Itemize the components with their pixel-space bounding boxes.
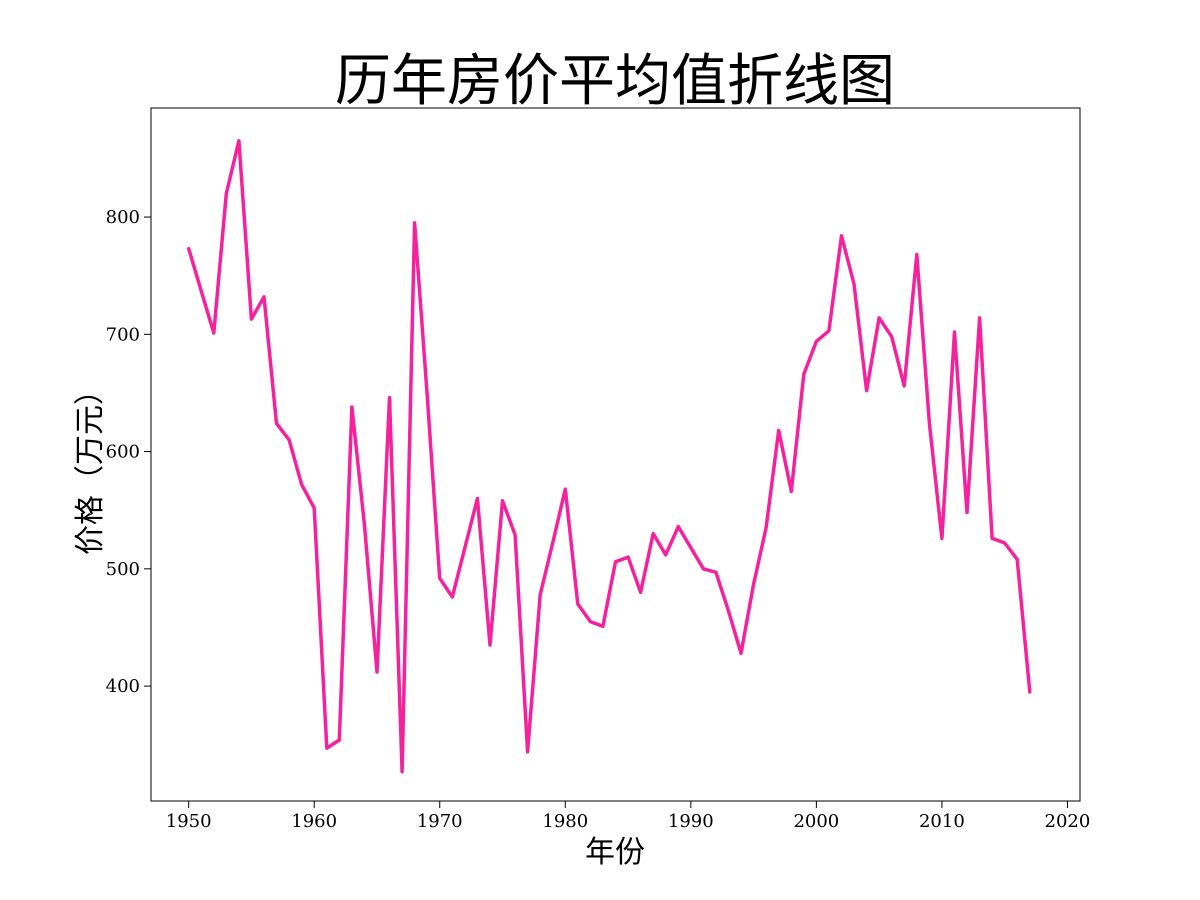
y-tick-label: 400 (106, 676, 140, 697)
x-tick-label: 2010 (919, 811, 965, 832)
x-tick-label: 1980 (542, 811, 588, 832)
y-axis: 400 500 600 700 800 (106, 207, 151, 697)
y-tick-label: 600 (106, 442, 140, 463)
plot-area (150, 107, 1081, 802)
series-group (186, 139, 1032, 774)
y-tick-label: 800 (106, 207, 140, 228)
x-axis-label: 年份 (585, 835, 645, 870)
series-line-0 (186, 139, 1032, 774)
chart-title: 历年房价平均值折线图 (335, 49, 895, 114)
x-tick-label: 1970 (417, 811, 463, 832)
x-tick-label: 2000 (793, 811, 839, 832)
y-tick-label: 500 (106, 559, 140, 580)
y-tick-label: 700 (106, 324, 140, 345)
x-tick-label: 2020 (1045, 811, 1091, 832)
y-axis-label: 价格（万元） (73, 375, 108, 555)
x-axis: 1950 1960 1970 1980 1990 2000 2010 2020 (166, 801, 1091, 832)
x-tick-label: 1950 (166, 811, 212, 832)
x-tick-label: 1960 (291, 811, 337, 832)
x-tick-label: 1990 (668, 811, 714, 832)
